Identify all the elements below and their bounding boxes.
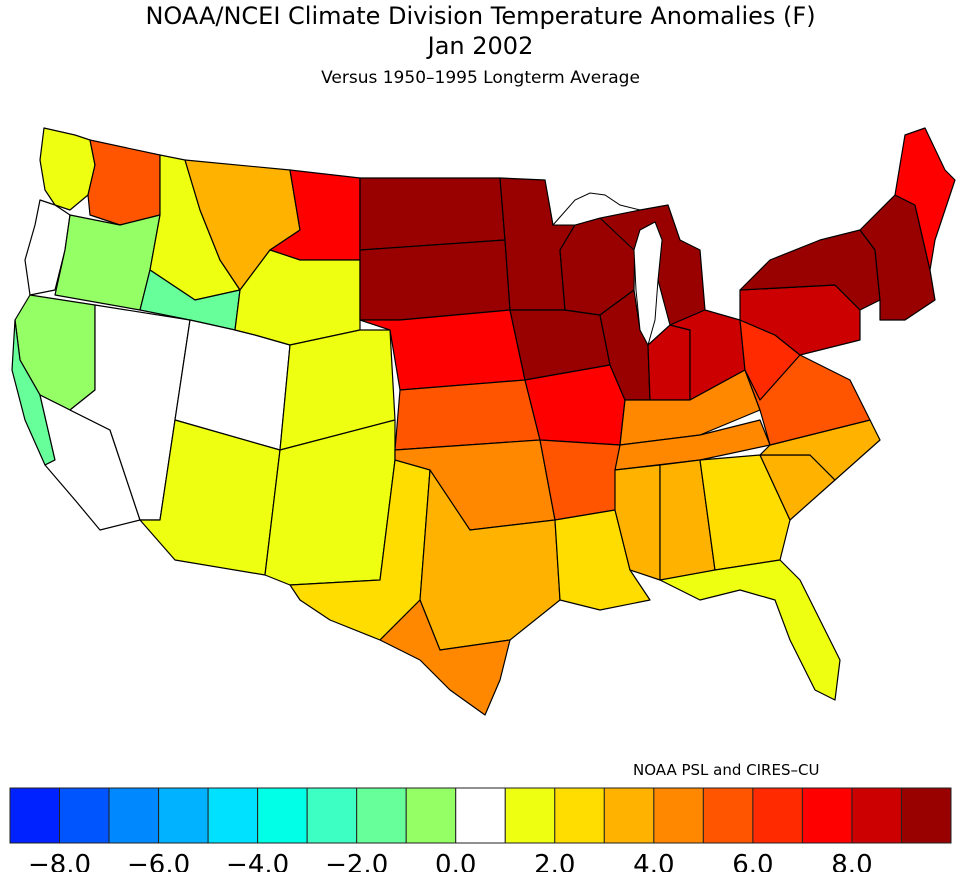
legend-bin <box>356 787 407 844</box>
legend-bin <box>257 787 308 844</box>
climate-region-colorado <box>279 329 396 451</box>
legend-bin <box>455 787 506 844</box>
legend-bin <box>504 787 556 844</box>
lake-michigan <box>633 221 663 347</box>
legend-bin <box>108 787 160 844</box>
legend-bin <box>801 787 853 844</box>
legend-bin <box>306 787 358 844</box>
map-period: Jan 2002 <box>427 32 534 60</box>
us-climate-division-map <box>11 127 956 716</box>
climate-region-georgia <box>699 454 791 571</box>
legend-tick-label: 4.0 <box>633 850 674 872</box>
climate-region-florida <box>659 559 841 701</box>
climate-region-washington-coast <box>39 127 96 211</box>
climate-region-north-dakota <box>359 177 506 251</box>
legend-bin <box>554 787 605 844</box>
legend-bin <box>603 787 655 844</box>
lake-superior <box>551 192 641 226</box>
legend-bin <box>851 787 902 844</box>
climate-region-oregon-coast <box>24 199 71 296</box>
climate-region-south-dakota <box>359 239 511 321</box>
map-subtitle: Versus 1950–1995 Longterm Average <box>321 68 640 88</box>
legend-tick-label: 2.0 <box>534 850 575 872</box>
map-title: NOAA/NCEI Climate Division Temperature A… <box>145 2 816 30</box>
climate-region-kansas <box>394 379 541 451</box>
legend-bin <box>405 787 457 844</box>
legend-bin <box>702 787 754 844</box>
climate-region-mississippi <box>614 464 661 581</box>
legend-bin <box>9 787 61 844</box>
legend-bin <box>207 787 259 844</box>
legend-bin <box>59 787 110 844</box>
climate-region-texas-south <box>379 599 511 716</box>
legend-tick-label: −4.0 <box>226 850 289 872</box>
climate-region-indiana <box>647 324 691 401</box>
climate-region-maine <box>894 127 956 271</box>
legend-tick-label: 6.0 <box>732 850 773 872</box>
legend-bin <box>158 787 209 844</box>
legend-bin <box>752 787 803 844</box>
legend-bin <box>900 787 952 844</box>
legend-tick-label: 0.0 <box>435 850 476 872</box>
legend-tick-label: −6.0 <box>127 850 190 872</box>
legend-tick-label: 8.0 <box>831 850 872 872</box>
climate-region-washington-east <box>87 139 161 226</box>
color-legend: −8.0 −6.0 −4.0 −2.0 0.0 2.0 4.0 6.0 8.0 <box>9 787 952 872</box>
climate-region-missouri <box>524 364 626 446</box>
credit-text: NOAA PSL and CIRES–CU <box>633 761 820 779</box>
legend-tick-label: −2.0 <box>325 850 388 872</box>
legend-bin <box>653 787 704 844</box>
legend-tick-label: −8.0 <box>28 850 91 872</box>
